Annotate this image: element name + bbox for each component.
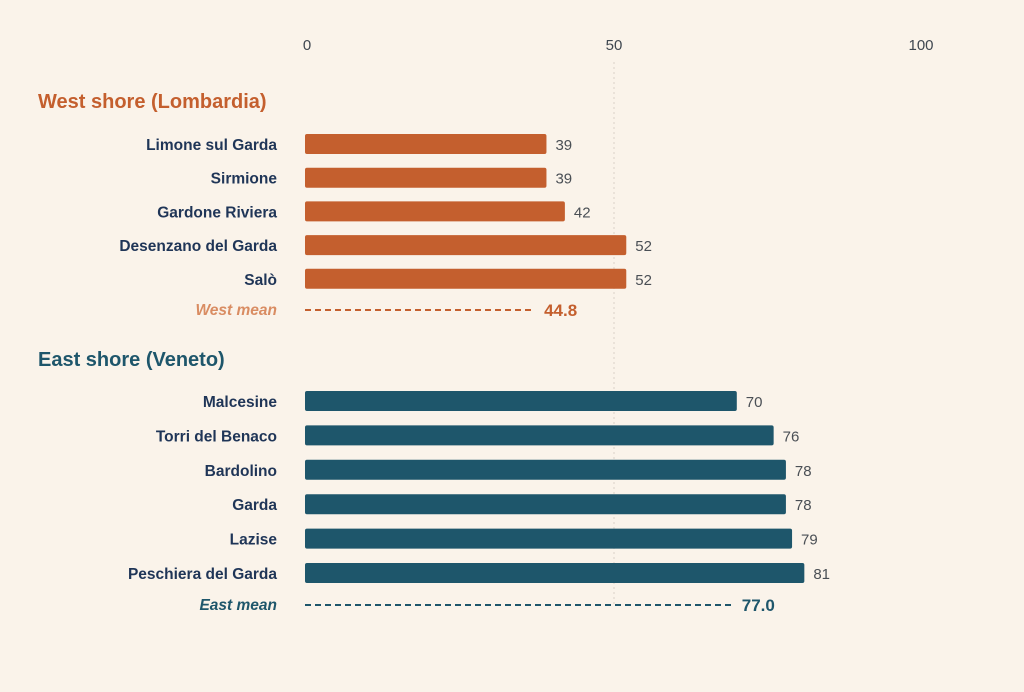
- x-tick-label: 0: [303, 37, 311, 54]
- mean-label: East mean: [199, 597, 277, 614]
- bar: [305, 563, 805, 583]
- category-label: Salò: [244, 272, 277, 289]
- bar: [305, 134, 547, 154]
- bar: [305, 201, 565, 222]
- value-label: 39: [555, 171, 572, 188]
- bar: [305, 528, 793, 549]
- bar: [305, 391, 737, 411]
- value-label: 78: [795, 463, 812, 480]
- value-label: 76: [783, 428, 800, 445]
- category-label: Limone sul Garda: [146, 137, 277, 154]
- bar: [305, 425, 774, 446]
- bar: [305, 268, 627, 289]
- value-label: 42: [574, 204, 591, 221]
- category-label: Garda: [232, 497, 277, 514]
- mean-value: 44.8: [544, 301, 577, 320]
- mean-value: 77.0: [742, 596, 775, 615]
- category-label: Bardolino: [205, 463, 277, 480]
- category-label: Gardone Riviera: [157, 204, 277, 221]
- value-label: 52: [635, 238, 652, 255]
- category-label: Peschiera del Garda: [128, 566, 277, 583]
- bar: [305, 167, 547, 188]
- value-label: 39: [555, 137, 572, 154]
- value-label: 81: [813, 566, 830, 583]
- mean-label: West mean: [195, 302, 277, 319]
- bar: [305, 494, 786, 515]
- x-tick-label: 50: [606, 37, 623, 54]
- category-label: Desenzano del Garda: [119, 238, 277, 255]
- category-label: Sirmione: [211, 171, 278, 188]
- value-label: 78: [795, 497, 812, 514]
- bar: [305, 459, 786, 480]
- x-tick-label: 100: [908, 37, 933, 54]
- category-label: Lazise: [230, 532, 278, 549]
- value-label: 52: [635, 272, 652, 289]
- group-title: West shore (Lombardia): [38, 91, 267, 113]
- group-title: East shore (Veneto): [38, 349, 225, 371]
- bar: [305, 235, 627, 256]
- category-label: Malcesine: [203, 394, 277, 411]
- category-label: Torri del Benaco: [156, 428, 277, 445]
- value-label: 70: [746, 394, 763, 411]
- value-label: 79: [801, 532, 818, 549]
